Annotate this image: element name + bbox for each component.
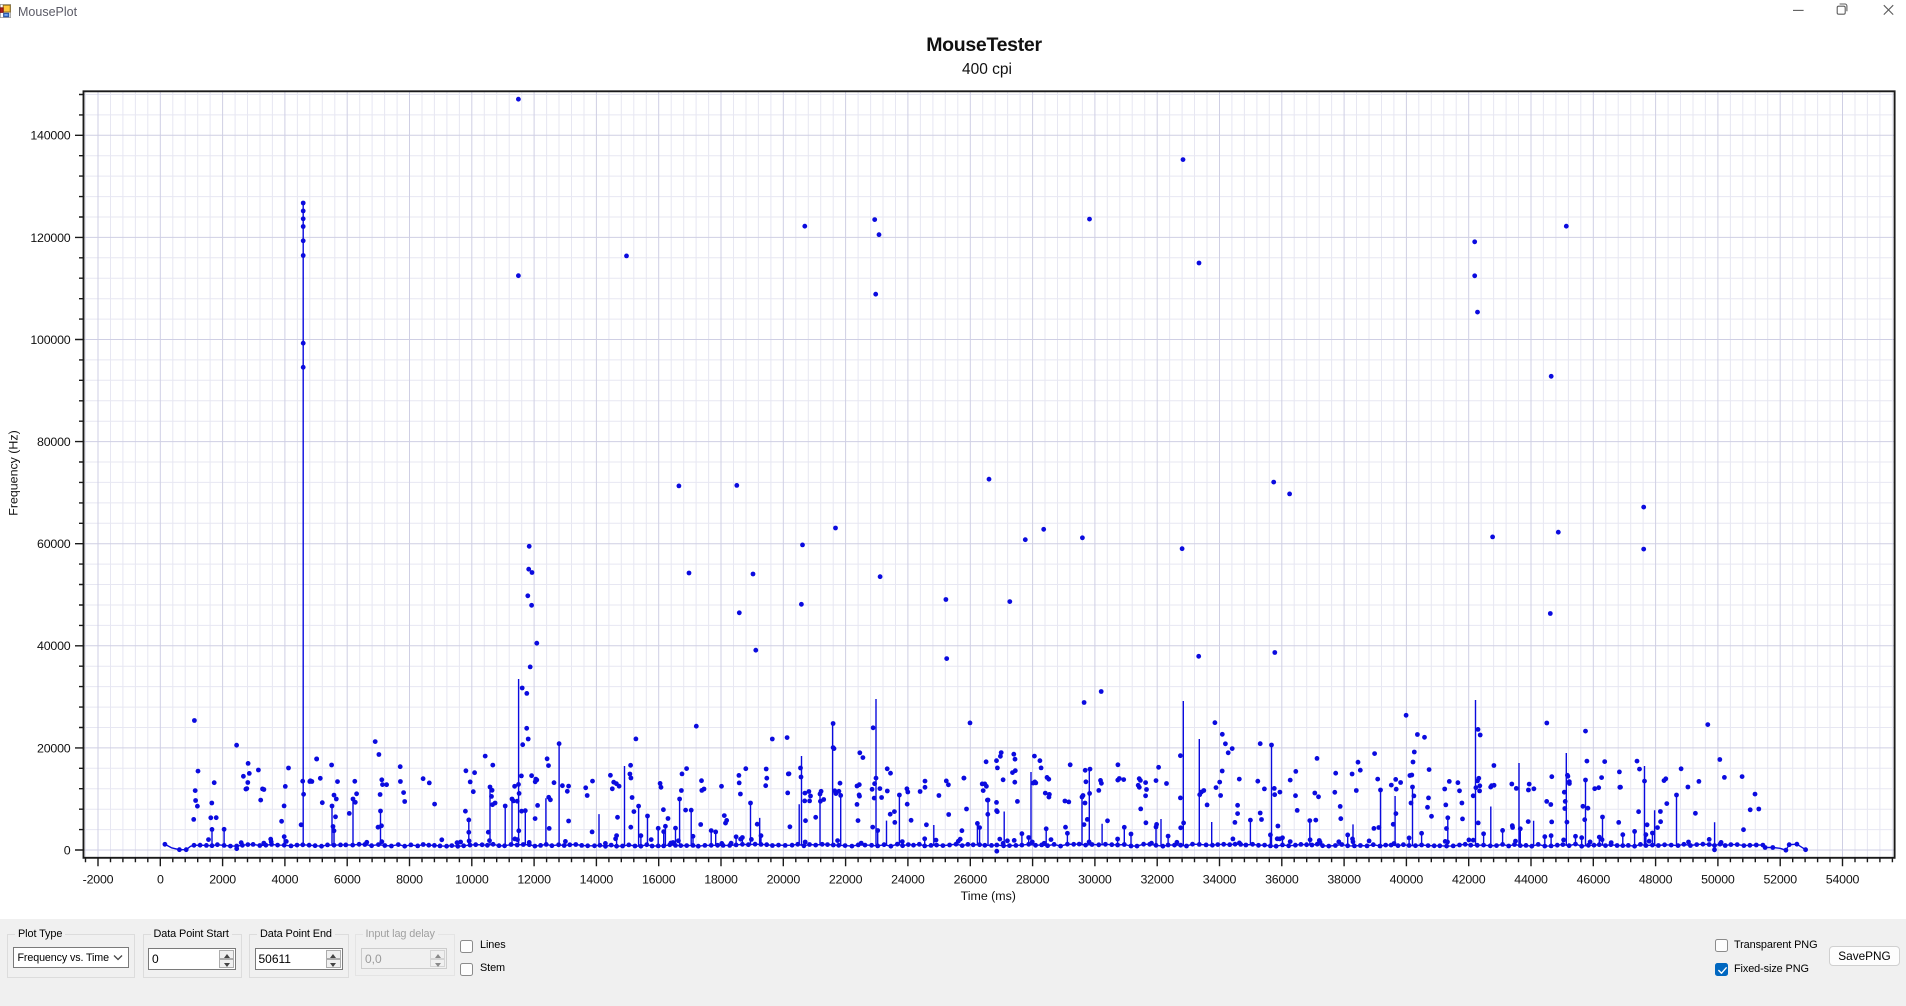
svg-text:20000: 20000 [767, 872, 801, 886]
svg-text:24000: 24000 [891, 872, 925, 886]
svg-text:30000: 30000 [1078, 872, 1112, 886]
svg-text:Time (ms): Time (ms) [961, 889, 1016, 903]
svg-text:12000: 12000 [517, 872, 551, 886]
svg-text:8000: 8000 [396, 872, 423, 886]
svg-text:-2000: -2000 [83, 872, 114, 886]
svg-text:0: 0 [64, 843, 71, 857]
svg-text:10000: 10000 [455, 872, 489, 886]
svg-text:46000: 46000 [1577, 872, 1611, 886]
svg-text:26000: 26000 [954, 872, 988, 886]
svg-text:80000: 80000 [37, 435, 71, 449]
svg-text:50000: 50000 [1701, 872, 1735, 886]
svg-text:60000: 60000 [37, 537, 71, 551]
svg-text:Frequency (Hz): Frequency (Hz) [7, 430, 21, 515]
svg-text:120000: 120000 [30, 231, 70, 245]
svg-text:14000: 14000 [580, 872, 614, 886]
svg-text:36000: 36000 [1265, 872, 1299, 886]
svg-text:48000: 48000 [1639, 872, 1673, 886]
svg-text:32000: 32000 [1140, 872, 1174, 886]
svg-text:44000: 44000 [1514, 872, 1548, 886]
svg-text:4000: 4000 [272, 872, 299, 886]
svg-text:52000: 52000 [1763, 872, 1797, 886]
svg-text:2000: 2000 [209, 872, 236, 886]
svg-text:140000: 140000 [30, 129, 70, 143]
svg-text:42000: 42000 [1452, 872, 1486, 886]
svg-text:40000: 40000 [1390, 872, 1424, 886]
svg-text:22000: 22000 [829, 872, 863, 886]
svg-text:0: 0 [157, 872, 164, 886]
svg-text:38000: 38000 [1327, 872, 1361, 886]
svg-text:54000: 54000 [1826, 872, 1860, 886]
svg-text:16000: 16000 [642, 872, 676, 886]
svg-text:18000: 18000 [704, 872, 738, 886]
svg-text:100000: 100000 [30, 333, 70, 347]
svg-text:28000: 28000 [1016, 872, 1050, 886]
svg-text:40000: 40000 [37, 639, 71, 653]
svg-text:6000: 6000 [334, 872, 361, 886]
svg-text:20000: 20000 [37, 741, 71, 755]
svg-text:34000: 34000 [1203, 872, 1237, 886]
